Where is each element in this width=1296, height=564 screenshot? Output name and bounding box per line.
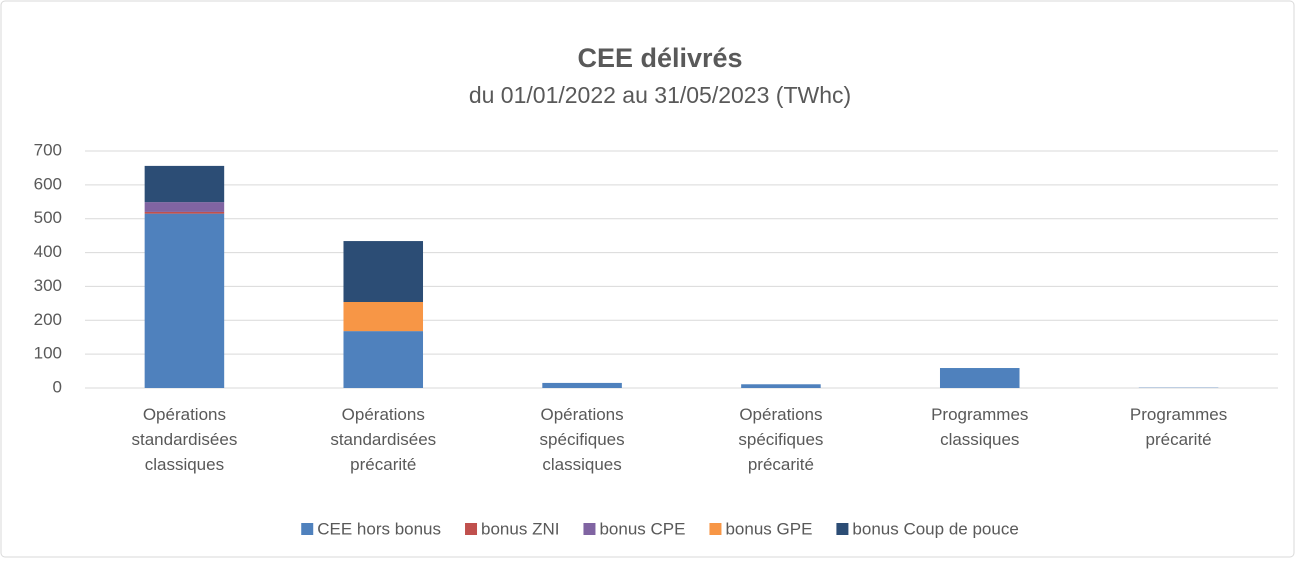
- y-tick-label: 600: [34, 174, 62, 193]
- legend-label: CEE hors bonus: [317, 519, 441, 538]
- y-tick-label: 300: [34, 276, 62, 295]
- bar-segment: [343, 331, 423, 388]
- legend-swatch: [301, 523, 313, 535]
- y-tick-label: 700: [34, 140, 62, 159]
- y-tick-label: 500: [34, 208, 62, 227]
- chart-subtitle: du 01/01/2022 au 31/05/2023 (TWhc): [469, 82, 851, 108]
- legend-label: bonus CPE: [599, 519, 685, 538]
- bar-segment: [343, 241, 423, 302]
- bar-segment: [542, 383, 622, 388]
- y-tick-label: 100: [34, 344, 62, 363]
- legend-label: bonus GPE: [725, 519, 812, 538]
- bar-segment: [145, 214, 225, 388]
- chart-title: CEE délivrés: [577, 43, 742, 73]
- legend-swatch: [836, 523, 848, 535]
- bar-segment: [940, 368, 1020, 388]
- legend-label: bonus Coup de pouce: [852, 519, 1018, 538]
- legend-label: bonus ZNI: [481, 519, 559, 538]
- y-tick-label: 200: [34, 310, 62, 329]
- bar-segment: [145, 166, 225, 202]
- y-tick-label: 400: [34, 242, 62, 261]
- legend-swatch: [465, 523, 477, 535]
- bar-segment: [343, 302, 423, 331]
- legend-swatch: [709, 523, 721, 535]
- bar-segment: [145, 212, 225, 214]
- bar-segment: [741, 384, 821, 388]
- legend: CEE hors bonus bonus ZNI bonus CPE bonus GP…: [301, 519, 1019, 538]
- y-tick-label: 0: [53, 377, 62, 396]
- legend-swatch: [583, 523, 595, 535]
- bar-segment: [145, 202, 225, 212]
